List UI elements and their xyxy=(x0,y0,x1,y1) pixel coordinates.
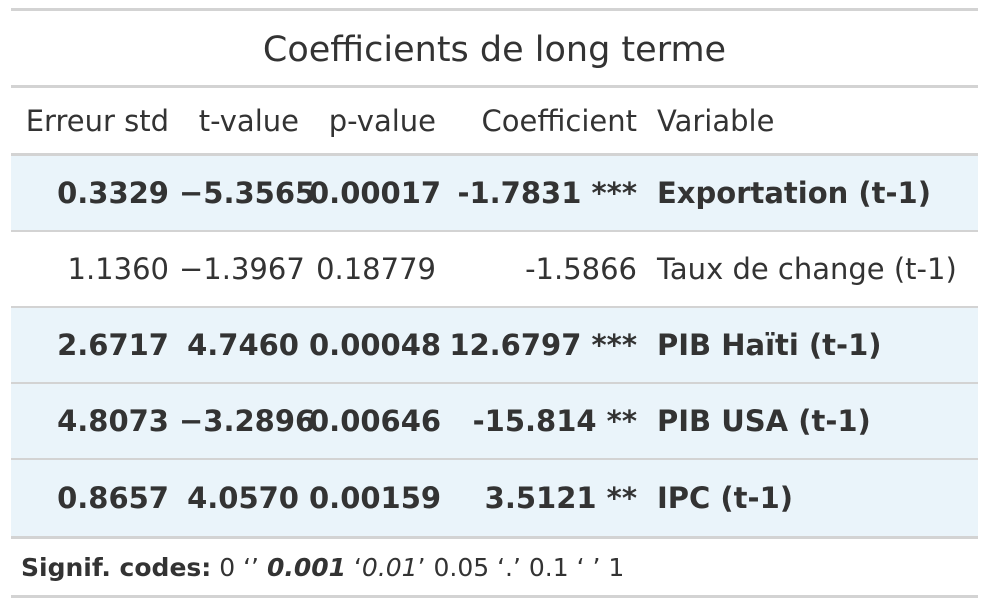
signif-codes-rest: 0.05 ‘.’ 0.1 ‘ ’ 1 xyxy=(433,553,625,582)
cell-erreur-std: 2.6717 xyxy=(57,328,169,362)
table-row: 4.8073 −3.2896 0.00646 -15.814 ** PIB US… xyxy=(11,384,978,460)
cell-variable: Exportation (t-1) xyxy=(657,176,931,210)
signif-codes-label: Signif. codes: xyxy=(21,553,212,582)
cell-variable: PIB USA (t-1) xyxy=(657,404,871,438)
title-rule xyxy=(11,85,978,88)
cell-coefficient: -1.5866 xyxy=(525,252,637,286)
cell-t-value: 4.7460 xyxy=(187,328,299,362)
signif-code-0001: 0.001 xyxy=(266,553,347,582)
cell-coefficient: -1.7831 *** xyxy=(457,176,637,210)
top-rule xyxy=(11,8,978,11)
footer-rule xyxy=(11,536,978,539)
cell-p-value: 0.18779 xyxy=(316,252,436,286)
header-rule xyxy=(11,153,978,156)
cell-erreur-std: 0.8657 xyxy=(57,481,169,515)
cell-coefficient: 12.6797 *** xyxy=(449,328,637,362)
cell-t-value: −1.3967 xyxy=(179,252,305,286)
cell-t-value: −3.2896 xyxy=(179,404,316,438)
table-row: 1.1360 −1.3967 0.18779 -1.5866 Taux de c… xyxy=(11,232,978,308)
cell-t-value: −5.3565 xyxy=(179,176,316,210)
signif-code-001: 0.01 xyxy=(361,553,418,582)
table-row: 2.6717 4.7460 0.00048 12.6797 *** PIB Ha… xyxy=(11,308,978,384)
cell-t-value: 4.0570 xyxy=(187,481,299,515)
cell-p-value: 0.00048 xyxy=(309,328,442,362)
cell-p-value: 0.00646 xyxy=(309,404,442,438)
cell-coefficient: 3.5121 ** xyxy=(484,481,637,515)
cell-erreur-std: 0.3329 xyxy=(57,176,169,210)
cell-variable: IPC (t-1) xyxy=(657,481,794,515)
table-row: 0.3329 −5.3565 0.00017 -1.7831 *** Expor… xyxy=(11,156,978,232)
header-p-value: p-value xyxy=(328,103,436,138)
cell-p-value: 0.00017 xyxy=(309,176,442,210)
signif-codes-zero: 0 ‘ xyxy=(211,553,252,582)
header-coefficient: Coefficient xyxy=(481,103,637,138)
header-variable: Variable xyxy=(657,103,775,138)
bottom-rule xyxy=(11,595,978,598)
signif-codes-footnote: Signif. codes: 0 ‘’ 0.001 ‘0.01’ 0.05 ‘.… xyxy=(11,539,978,595)
cell-erreur-std: 1.1360 xyxy=(67,252,169,286)
header-t-value: t-value xyxy=(198,103,299,138)
table-body: 0.3329 −5.3565 0.00017 -1.7831 *** Expor… xyxy=(11,156,978,536)
table-row: 0.8657 4.0570 0.00159 3.5121 ** IPC (t-1… xyxy=(11,460,978,536)
cell-variable: PIB Haïti (t-1) xyxy=(657,328,882,362)
cell-variable: Taux de change (t-1) xyxy=(657,252,957,286)
cell-p-value: 0.00159 xyxy=(309,481,442,515)
header-erreur-std: Erreur std xyxy=(25,103,169,138)
cell-erreur-std: 4.8073 xyxy=(57,404,169,438)
cell-coefficient: -15.814 ** xyxy=(472,404,637,438)
signif-quote-close-1: ’ xyxy=(251,553,267,582)
signif-quote-open-2: ‘ xyxy=(346,553,362,582)
signif-quote-close-2: ’ xyxy=(417,553,434,582)
coefficients-table: Coefficients de long terme Erreur std t-… xyxy=(11,8,978,598)
table-title: Coefficients de long terme xyxy=(262,30,727,70)
header-row: Erreur std t-value p-value Coefficient V… xyxy=(11,88,978,153)
